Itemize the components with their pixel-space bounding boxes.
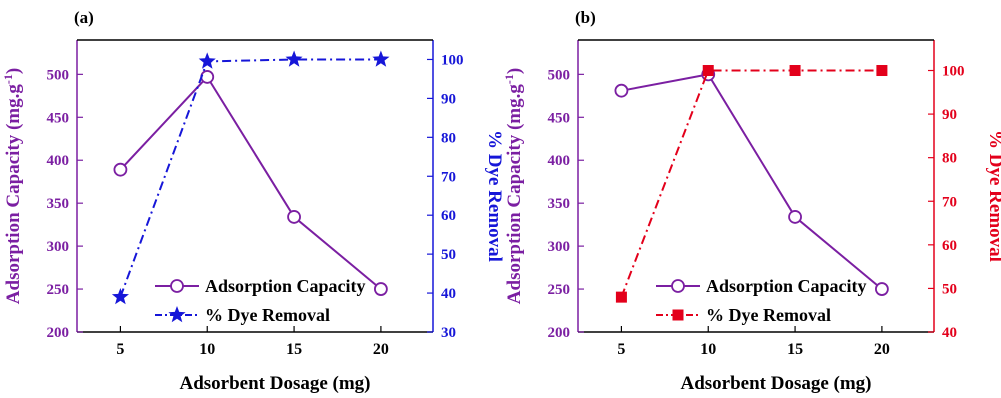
x-tick-label: 10	[700, 341, 716, 358]
data-point	[372, 50, 390, 67]
left-y-tick-label: 250	[47, 282, 70, 298]
x-tick-label: 15	[286, 341, 302, 358]
left-y-tick-label: 400	[548, 153, 571, 169]
right-y-axis-label: % Dye Removal	[484, 130, 505, 262]
data-point	[615, 291, 627, 303]
left-y-axis-label-close: )	[504, 68, 525, 74]
right-y-tick-label: 70	[942, 194, 957, 210]
left-y-axis-label: Adsorption Capacity (mg.g-1)	[1, 68, 24, 304]
data-point	[702, 65, 714, 77]
data-point	[285, 50, 303, 67]
left-y-tick-label: 450	[548, 110, 571, 126]
x-tick-label: 15	[787, 341, 803, 358]
left-y-tick-label: 450	[47, 110, 70, 126]
left-y-tick-label: 250	[548, 282, 571, 298]
right-y-tick-label: 100	[441, 52, 464, 68]
legend-label-2: % Dye Removal	[205, 305, 330, 325]
data-point	[198, 52, 216, 69]
legend-label-2: % Dye Removal	[706, 305, 831, 325]
left-y-tick-label: 500	[548, 67, 571, 83]
data-point	[875, 282, 889, 296]
data-point	[111, 288, 129, 305]
right-y-tick-label: 40	[441, 286, 456, 302]
right-y-tick-label: 30	[441, 325, 456, 341]
legend-label-1: Adsorption Capacity	[706, 276, 867, 296]
chart-panel-1: 5 10 15 20 200 250 300 350 400 450 500 30 40 50 60 70 80…	[1, 8, 505, 394]
series-line-2	[620, 69, 882, 298]
x-tick-label: 5	[116, 341, 124, 358]
legend-marker	[168, 306, 186, 323]
x-axis-label: Adsorbent Dosage (mg)	[179, 373, 370, 393]
x-tick-label: 10	[199, 341, 215, 358]
legend-marker	[672, 309, 684, 321]
right-y-tick-label: 100	[942, 64, 965, 80]
right-y-tick-label: 40	[942, 325, 957, 341]
series-line-2	[119, 58, 381, 298]
right-y-tick-label: 50	[441, 247, 456, 263]
chart-panel-2: 5 10 15 20 200 250 300 350 400 450 500 40 50 60 70 80 90…	[502, 8, 1001, 394]
left-y-tick-label: 200	[47, 325, 70, 341]
right-y-tick-label: 60	[441, 208, 456, 224]
data-point	[200, 70, 215, 84]
left-y-tick-label: 300	[548, 239, 571, 255]
data-point	[614, 83, 629, 98]
series-line-1	[621, 73, 883, 290]
left-y-axis-label: Adsorption Capacity (mg.g-1)	[502, 68, 525, 304]
data-point	[876, 65, 888, 77]
legend-label-1: Adsorption Capacity	[205, 276, 366, 296]
left-y-tick-label: 350	[47, 196, 70, 212]
legend-marker	[170, 279, 184, 293]
x-tick-label: 20	[874, 341, 890, 358]
left-y-axis-label-close: )	[3, 68, 24, 74]
right-y-tick-label: 90	[441, 91, 456, 107]
left-y-axis-label-sup: -1	[502, 74, 516, 84]
left-y-axis-label-main: Adsorption Capacity (mg.g	[3, 84, 24, 305]
right-y-axis-label: % Dye Removal	[985, 130, 1001, 262]
left-y-tick-label: 500	[47, 67, 70, 83]
right-y-tick-label: 70	[441, 169, 456, 185]
right-y-tick-label: 80	[942, 151, 957, 167]
data-point	[287, 210, 301, 224]
data-point	[788, 210, 802, 224]
panel-label: (a)	[74, 8, 94, 27]
x-tick-label: 20	[373, 341, 389, 358]
left-y-axis-label-sup: -1	[1, 74, 15, 84]
right-y-tick-label: 60	[942, 238, 957, 254]
x-axis-label: Adsorbent Dosage (mg)	[680, 373, 871, 393]
left-y-tick-label: 200	[548, 325, 571, 341]
data-point	[789, 65, 801, 77]
left-y-tick-label: 350	[548, 196, 571, 212]
left-y-axis-label-main: Adsorption Capacity (mg.g	[504, 84, 525, 305]
legend-marker	[671, 279, 685, 293]
panel-label: (b)	[575, 8, 596, 27]
data-point	[374, 282, 388, 296]
right-y-tick-label: 50	[942, 281, 957, 297]
series-line-1	[119, 75, 382, 290]
x-tick-label: 5	[617, 341, 625, 358]
right-y-tick-label: 90	[942, 107, 957, 123]
right-y-tick-label: 80	[441, 130, 456, 146]
data-point	[113, 162, 128, 177]
left-y-tick-label: 300	[47, 239, 70, 255]
left-y-tick-label: 400	[47, 153, 70, 169]
